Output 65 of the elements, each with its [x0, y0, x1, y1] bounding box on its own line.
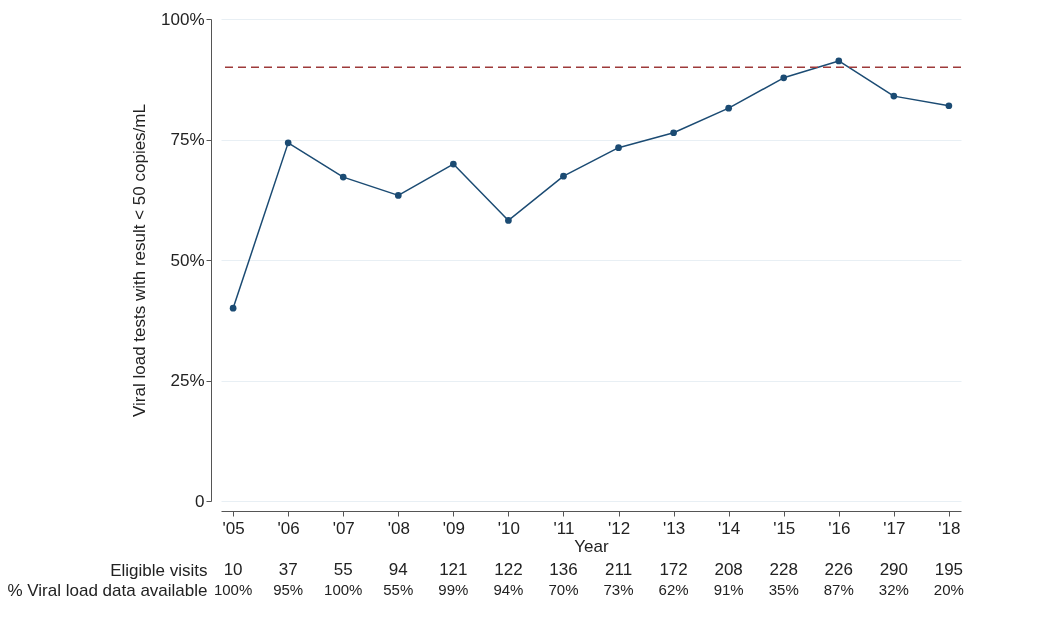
text: 94	[388, 560, 408, 579]
text: 94%	[493, 581, 524, 598]
text: 211	[604, 560, 633, 579]
point	[835, 57, 843, 65]
point	[780, 74, 788, 82]
y-tick-label: 50%	[170, 250, 205, 270]
point	[450, 160, 457, 168]
text: 122	[494, 560, 523, 579]
text: 10	[223, 560, 243, 579]
text: 99%	[438, 581, 469, 598]
point	[394, 192, 402, 199]
y-tick-label: 25%	[170, 371, 205, 390]
text: 95%	[273, 581, 304, 598]
point	[339, 173, 347, 181]
text: 100%	[213, 581, 253, 598]
text: 37	[278, 560, 298, 579]
x-tick-label: '16	[828, 518, 851, 538]
x-tick-label: '11	[553, 518, 575, 538]
x-tick-label: '17	[883, 518, 906, 538]
text: 35%	[768, 581, 799, 598]
x-tick-label: '06	[277, 518, 300, 538]
point	[945, 102, 953, 110]
x-tick-label: '10	[497, 518, 520, 538]
text: 32%	[878, 581, 909, 598]
x-tick-label: '08	[387, 518, 410, 538]
x-tick-label: '15	[773, 518, 796, 538]
x-tick-label: '07	[332, 518, 355, 538]
y-axis-title: Viral load tests with result < 50 copies/mL	[130, 104, 150, 417]
point	[615, 144, 622, 152]
x-axis-title: Year	[574, 536, 610, 556]
text: 121	[439, 560, 468, 579]
x-tick-label: '05	[222, 518, 245, 538]
text: Eligible visits	[110, 560, 208, 580]
point	[725, 104, 732, 112]
y-tick-label: 100%	[161, 9, 205, 29]
x-tick-label: '12	[607, 518, 631, 538]
text: 62%	[658, 581, 689, 598]
point	[229, 304, 237, 312]
point	[890, 92, 898, 100]
text: 73%	[603, 581, 634, 598]
point	[670, 129, 677, 137]
text: 91%	[713, 581, 744, 598]
text: 228	[769, 560, 798, 579]
x-tick-label: '14	[718, 518, 741, 538]
text: 208	[714, 560, 743, 579]
point	[560, 172, 567, 180]
text: 100%	[324, 581, 363, 598]
text: 226	[824, 560, 853, 579]
y-tick-label: 0	[195, 491, 205, 511]
x-tick-label: '18	[938, 518, 961, 538]
x-tick-label: '13	[663, 518, 686, 538]
text: 55%	[383, 581, 414, 598]
x-tick-label: '09	[442, 518, 465, 538]
text: 20%	[933, 581, 964, 598]
text: 70%	[548, 581, 579, 598]
text: 195	[934, 560, 964, 579]
text: 87%	[823, 581, 854, 598]
text: 55	[333, 560, 353, 579]
point	[505, 217, 512, 224]
text: 136	[549, 560, 578, 579]
point	[284, 139, 292, 147]
text: 290	[879, 560, 909, 579]
text: 172	[659, 560, 688, 579]
y-tick-label: 75%	[170, 130, 205, 149]
text: % Viral load data available	[7, 580, 208, 600]
